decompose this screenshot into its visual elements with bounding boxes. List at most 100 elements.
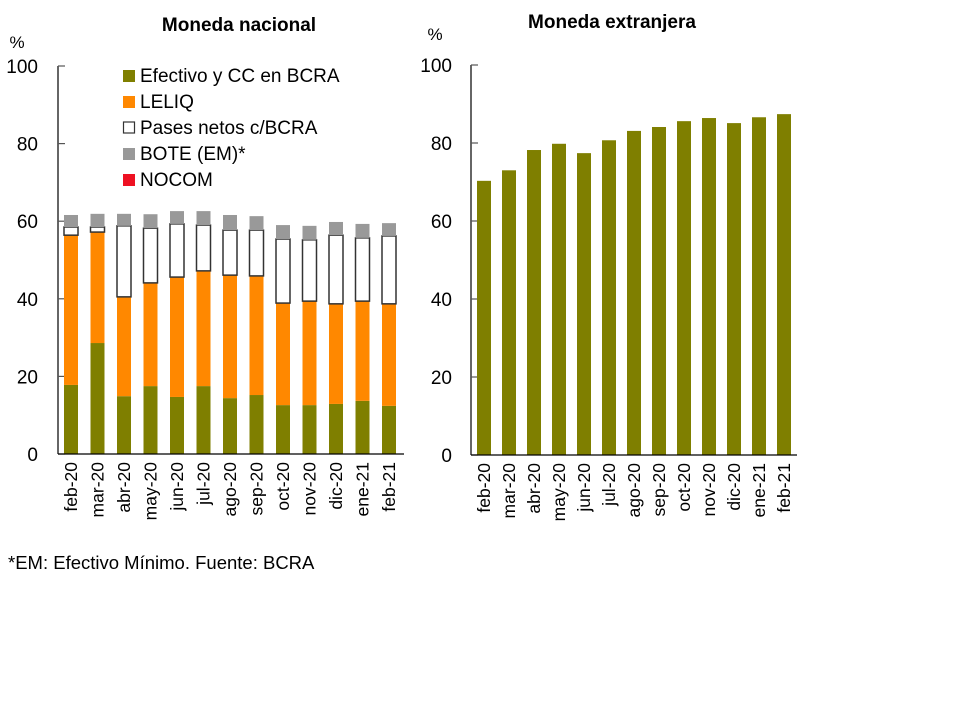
x-tick-label: nov-20 <box>699 463 719 517</box>
legend: Efectivo y CC en BCRA LELIQ Pases netos c/… <box>122 66 340 191</box>
bar-bote-em-feb-21 <box>382 223 396 236</box>
y-tick-label: 0 <box>27 445 38 466</box>
bar-leliq-mar-20 <box>90 232 105 344</box>
legend-swatch <box>123 96 135 108</box>
x-tick-label: sep-20 <box>649 463 669 517</box>
bar-moneda-extranjera-dic-20 <box>727 123 741 456</box>
x-tick-label: mar-20 <box>88 462 108 518</box>
y-tick-label: 40 <box>17 290 38 311</box>
x-tick-label: abr-20 <box>114 462 134 513</box>
bar-pases-netos-c-bcra-ago-20 <box>222 229 238 276</box>
x-axis: feb-20 mar-20 abr-20 may-20 jun-20 jul-20 ago-… <box>58 453 404 521</box>
bar-efectivo-y-cc-en-bcra-jul-20 <box>196 386 211 454</box>
legend-label: Pases netos c/BCRA <box>140 118 318 139</box>
bar-moneda-extranjera-sep-20 <box>652 127 666 455</box>
bar-leliq-feb-21 <box>382 303 396 406</box>
bar-bote-em-nov-20 <box>302 225 317 240</box>
bar-leliq-dic-20 <box>329 303 343 404</box>
bar-pases-netos-c-bcra-dic-20 <box>328 234 344 305</box>
bar-pases-netos-c-bcra-abr-20 <box>116 225 132 298</box>
bar-moneda-extranjera-mar-20 <box>502 170 516 456</box>
y-axis: 0 20 40 60 80 100 <box>420 56 478 467</box>
bar-pases-netos-c-bcra-jun-20 <box>169 223 185 278</box>
bar-efectivo-y-cc-en-bcra-abr-20 <box>117 396 131 454</box>
bar-moneda-extranjera-nov-20 <box>702 118 716 455</box>
bars <box>477 114 791 456</box>
chart-moneda-nacional: Moneda nacional % 0 20 40 60 80 100 feb-20 mar… <box>6 15 404 520</box>
bar-pases-netos-c-bcra-oct-20 <box>275 238 291 304</box>
bar-moneda-extranjera-feb-21 <box>777 114 791 455</box>
chart-title: Moneda extranjera <box>528 12 696 33</box>
bars <box>63 211 397 454</box>
bar-pases-netos-c-bcra-mar-20 <box>89 226 106 233</box>
y-tick-label: 20 <box>431 368 452 389</box>
x-tick-label: feb-20 <box>61 462 81 512</box>
legend-swatch <box>123 148 135 160</box>
bar-pases-netos-c-bcra-feb-21 <box>381 235 397 305</box>
x-tick-label: may-20 <box>549 463 569 522</box>
bar-bote-em-may-20 <box>143 214 158 229</box>
bar-bote-em-ene-21 <box>355 223 370 238</box>
bar-leliq-jun-20 <box>170 277 184 397</box>
x-tick-label: dic-20 <box>326 462 346 510</box>
y-tick-label: 40 <box>431 290 452 311</box>
bar-leliq-ene-21 <box>355 301 370 401</box>
bar-leliq-feb-20 <box>64 235 78 385</box>
legend-swatch <box>123 70 135 82</box>
bar-efectivo-y-cc-en-bcra-dic-20 <box>329 403 343 454</box>
bar-bote-em-ago-20 <box>223 214 237 231</box>
x-tick-label: ene-21 <box>353 462 373 517</box>
bar-leliq-jul-20 <box>196 270 211 387</box>
bar-efectivo-y-cc-en-bcra-may-20 <box>143 386 158 454</box>
chart-title: Moneda nacional <box>162 15 316 36</box>
legend-label: Efectivo y CC en BCRA <box>140 66 340 87</box>
bar-efectivo-y-cc-en-bcra-feb-21 <box>382 405 396 454</box>
x-tick-label: mar-20 <box>499 463 519 519</box>
footnote: *EM: Efectivo Mínimo. Fuente: BCRA <box>8 552 315 573</box>
y-axis: 0 20 40 60 80 100 <box>6 57 65 466</box>
y-tick-label: 100 <box>6 57 38 78</box>
x-tick-label: nov-20 <box>300 462 320 516</box>
y-tick-label: 0 <box>441 446 452 467</box>
x-tick-label: feb-21 <box>379 462 399 512</box>
legend-swatch <box>122 121 136 134</box>
bar-moneda-extranjera-feb-20 <box>477 180 491 455</box>
x-tick-label: ago-20 <box>624 463 644 518</box>
bar-pases-netos-c-bcra-nov-20 <box>301 239 318 302</box>
bar-bote-em-feb-20 <box>64 214 78 228</box>
bar-leliq-abr-20 <box>117 296 131 397</box>
bar-moneda-extranjera-ago-20 <box>627 130 641 455</box>
x-tick-label: ago-20 <box>220 462 240 517</box>
bar-bote-em-abr-20 <box>117 213 131 226</box>
bar-efectivo-y-cc-en-bcra-nov-20 <box>302 405 317 454</box>
bar-bote-em-sep-20 <box>249 216 264 231</box>
bar-pases-netos-c-bcra-feb-20 <box>63 226 79 236</box>
bar-efectivo-y-cc-en-bcra-jun-20 <box>170 396 184 454</box>
bar-bote-em-mar-20 <box>90 213 105 228</box>
x-axis: feb-20 mar-20 abr-20 may-20 jun-20 jul-20 ago-… <box>471 454 797 522</box>
bar-pases-netos-c-bcra-ene-21 <box>354 237 371 302</box>
x-tick-label: dic-20 <box>724 463 744 511</box>
y-tick-label: 60 <box>17 212 38 233</box>
bar-pases-netos-c-bcra-sep-20 <box>248 229 265 277</box>
bar-moneda-extranjera-may-20 <box>552 143 566 455</box>
y-tick-label: 20 <box>17 367 38 388</box>
legend-swatch <box>123 174 135 186</box>
x-tick-label: jul-20 <box>194 462 214 506</box>
x-tick-label: may-20 <box>141 462 161 521</box>
legend-label: BOTE (EM)* <box>140 144 246 165</box>
x-tick-label: jun-20 <box>167 462 187 512</box>
x-tick-label: jul-20 <box>599 463 619 507</box>
bar-moneda-extranjera-jun-20 <box>577 153 591 455</box>
bar-moneda-extranjera-jul-20 <box>602 140 616 455</box>
bar-pases-netos-c-bcra-may-20 <box>142 227 159 284</box>
bar-efectivo-y-cc-en-bcra-ene-21 <box>355 400 370 454</box>
bar-leliq-nov-20 <box>302 301 317 406</box>
bar-leliq-may-20 <box>143 282 158 387</box>
y-tick-label: 80 <box>17 135 38 156</box>
bar-bote-em-jul-20 <box>196 211 211 226</box>
y-axis-unit: % <box>427 25 442 44</box>
bar-leliq-ago-20 <box>223 275 237 399</box>
